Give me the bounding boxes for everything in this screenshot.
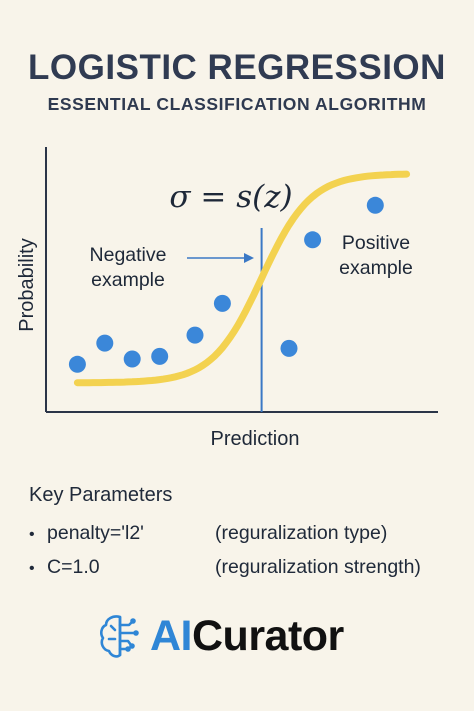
data-points xyxy=(68,196,384,373)
data-point xyxy=(68,355,86,373)
page-subtitle: ESSENTIAL CLASSIFICATION ALGORITHM xyxy=(47,94,427,114)
parameters-heading: Key Parameters xyxy=(29,484,173,506)
parameter-row-penalty: • penalty='l2' (reguralization type) xyxy=(29,522,387,545)
negative-example-label-line1: Negative xyxy=(90,244,167,266)
data-point xyxy=(186,326,204,344)
parameter-row-c: • C=1.0 (reguralization strength) xyxy=(29,556,421,579)
y-axis-label: Probability xyxy=(16,238,38,331)
page-title: LOGISTIC REGRESSION xyxy=(28,48,446,87)
data-point xyxy=(280,339,298,357)
data-point xyxy=(304,231,322,249)
logistic-regression-chart: σ = s(z) Negative example Positive examp… xyxy=(16,147,438,450)
parameter-description: (reguralization type) xyxy=(215,522,388,544)
data-point xyxy=(96,334,114,352)
negative-example-label-line2: example xyxy=(91,269,165,291)
parameter-description: (reguralization strength) xyxy=(215,556,421,578)
logo-text-ai: AI xyxy=(150,611,193,660)
positive-example-label-line1: Positive xyxy=(342,232,410,254)
data-point xyxy=(123,350,141,368)
logo-text: AICurator xyxy=(150,612,344,661)
data-point xyxy=(366,196,384,214)
parameter-name: C=1.0 xyxy=(47,556,100,578)
positive-example-label-line2: example xyxy=(339,257,413,279)
sigmoid-curve xyxy=(73,170,411,387)
brain-circuit-icon xyxy=(100,615,139,658)
parameter-name: penalty='l2' xyxy=(47,522,144,544)
data-point xyxy=(213,294,231,312)
negative-arrow-head xyxy=(244,253,254,263)
sigmoid-formula: σ = s(z) xyxy=(169,179,292,215)
logo-text-curator: Curator xyxy=(192,611,344,660)
bullet-icon: • xyxy=(29,560,35,577)
x-axis-label: Prediction xyxy=(211,428,300,450)
data-point xyxy=(151,347,169,365)
bullet-icon: • xyxy=(29,526,35,543)
aicurator-logo: AICurator xyxy=(96,604,344,668)
